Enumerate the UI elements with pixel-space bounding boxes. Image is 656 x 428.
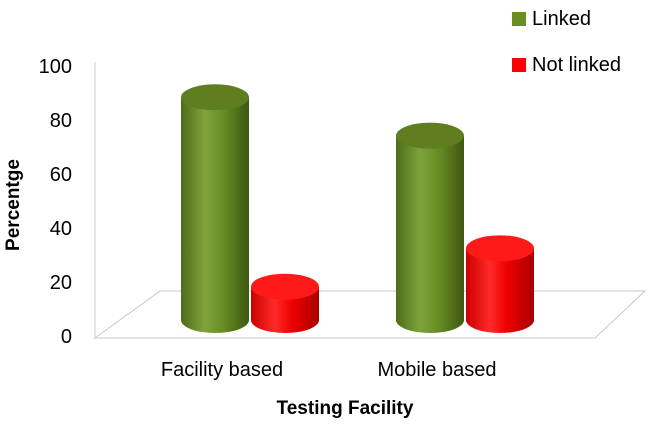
bars [181, 84, 534, 333]
x-axis-labels: Facility based Mobile based [161, 359, 497, 381]
bar-body [396, 135, 464, 333]
x-tick-label: Facility based [161, 359, 283, 381]
y-tick-label: 80 [50, 110, 72, 132]
legend-item: Linked [512, 8, 591, 30]
y-tick-label: 40 [50, 218, 72, 240]
y-tick-label: 60 [50, 164, 72, 186]
legend-label: Not linked [532, 54, 621, 76]
y-tick-label: 20 [50, 272, 72, 294]
legend-item: Not linked [512, 54, 621, 76]
bar-body [466, 248, 534, 333]
bar-body [181, 97, 249, 333]
bar-top [181, 84, 249, 111]
bar-body [251, 286, 319, 333]
bar-linked-mobile-based [396, 122, 464, 333]
bar-top [466, 235, 534, 262]
y-axis-title: Percentge [3, 159, 24, 251]
x-tick-label: Mobile based [378, 359, 497, 381]
chart-floor [93, 290, 647, 339]
legend-label: Linked [532, 8, 591, 30]
bar-top [396, 122, 464, 149]
y-axis-ticks: 0 20 40 60 80 100 [39, 56, 72, 348]
bar-top [251, 273, 319, 300]
bar-linked-facility-based [181, 84, 249, 333]
bar-not-linked-facility-based [251, 273, 319, 333]
x-axis-title: Testing Facility [277, 398, 414, 419]
bar-not-linked-mobile-based [466, 235, 534, 333]
legend: Linked Not linked [512, 8, 621, 76]
legend-swatch [512, 12, 526, 26]
y-tick-label: 100 [39, 56, 72, 78]
y-tick-label: 0 [61, 326, 72, 348]
legend-swatch [512, 58, 526, 72]
